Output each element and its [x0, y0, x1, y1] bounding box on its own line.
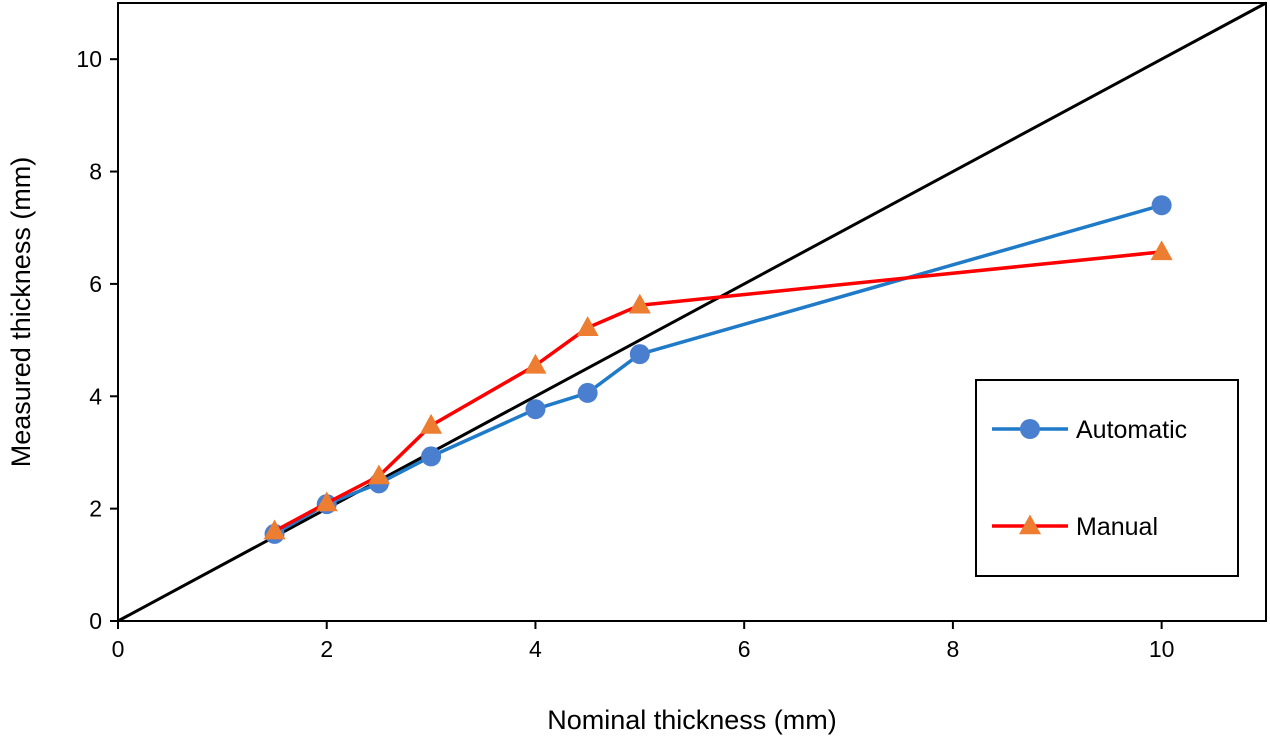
x-tick-label: 8 — [947, 636, 960, 662]
legend-box — [975, 379, 1239, 577]
data-point-manual — [628, 293, 651, 314]
reference-line — [117, 1, 1267, 623]
data-point-automatic — [629, 344, 650, 365]
y-tick-label: 6 — [89, 271, 102, 297]
reference-line-group — [117, 1, 1267, 623]
legend-label-automatic: Automatic — [1076, 416, 1187, 444]
data-point-manual — [315, 491, 338, 512]
y-tick-label: 8 — [89, 159, 102, 185]
series-manual — [263, 240, 1173, 540]
x-tick-label: 4 — [529, 636, 542, 662]
legend-item-automatic: Automatic — [992, 416, 1187, 444]
y-tick-labels: 0 2 4 6 8 10 — [76, 46, 102, 634]
x-tick-label: 2 — [320, 636, 333, 662]
data-point-manual — [576, 316, 599, 336]
series-line-manual — [273, 250, 1162, 533]
y-axis-title: Measured thickness (mm) — [6, 157, 36, 468]
series-group — [263, 195, 1173, 544]
plot-frame — [117, 2, 1267, 622]
legend-label-manual: Manual — [1076, 513, 1158, 541]
y-tick-label: 4 — [89, 383, 102, 409]
x-tick-labels: 0 2 4 6 8 10 — [112, 636, 1175, 662]
data-point-automatic — [421, 446, 442, 467]
data-point-automatic — [1151, 195, 1172, 216]
data-point-manual — [1150, 240, 1173, 261]
data-point-manual — [524, 353, 547, 374]
legend: Automatic Manual — [975, 379, 1239, 577]
legend-item-manual: Manual — [992, 513, 1158, 541]
data-point-manual — [367, 464, 390, 485]
data-point-automatic — [525, 399, 546, 420]
data-point-manual — [263, 519, 286, 540]
y-tick-label: 2 — [89, 496, 102, 522]
x-tick-label: 6 — [738, 636, 751, 662]
x-tick-label: 10 — [1149, 636, 1175, 662]
tick-marks — [110, 58, 1163, 629]
legend-marker-automatic — [1020, 419, 1040, 439]
y-tick-label: 10 — [76, 46, 102, 72]
y-tick-label: 0 — [89, 608, 102, 634]
axes — [117, 2, 1267, 622]
legend-marker-manual — [1019, 514, 1041, 535]
x-tick-label: 0 — [112, 636, 125, 662]
data-point-manual — [420, 413, 443, 434]
data-point-automatic — [577, 382, 598, 403]
x-axis-title: Nominal thickness (mm) — [547, 705, 837, 735]
